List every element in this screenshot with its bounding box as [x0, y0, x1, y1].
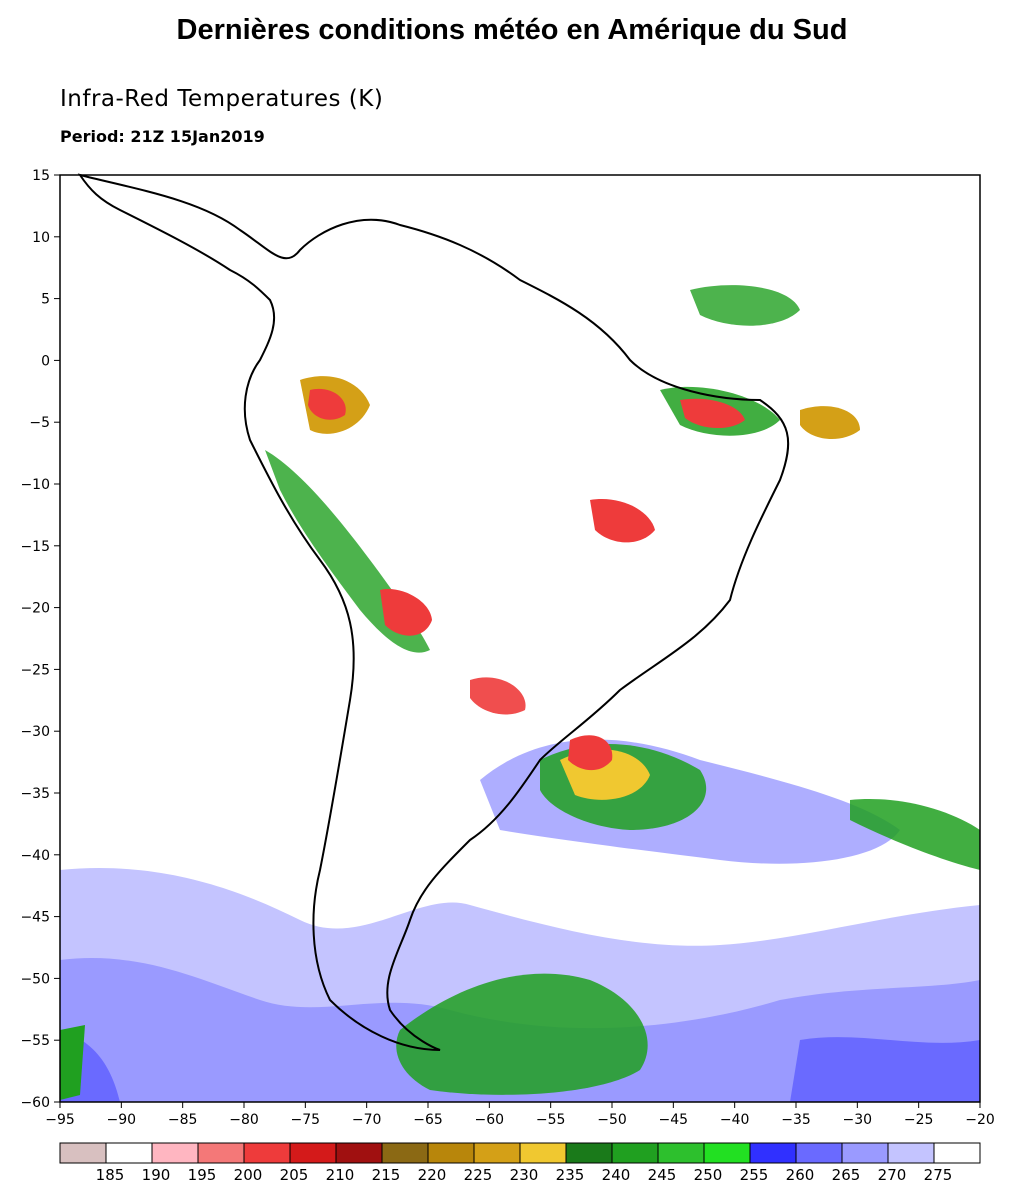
lon-tick-label: −65: [413, 1112, 443, 1128]
southern-storm-band-2: [60, 1025, 85, 1100]
lat-tick-label: −25: [20, 662, 50, 678]
legend-swatch: [59, 1142, 107, 1164]
map-subtitle: Infra-Red Temperatures (K): [60, 86, 384, 112]
legend-swatch: [381, 1142, 429, 1164]
legend-label: 190: [142, 1166, 171, 1184]
legend-label: 235: [556, 1166, 585, 1184]
lon-tick-label: −55: [536, 1112, 566, 1128]
legend-label: 210: [326, 1166, 355, 1184]
lat-tick-label: −35: [20, 786, 50, 802]
page-title: Dernières conditions météo en Amérique d…: [176, 14, 848, 46]
legend-swatch: [887, 1142, 935, 1164]
legend-label: 270: [878, 1166, 907, 1184]
lon-tick-label: −80: [229, 1112, 259, 1128]
legend-label: 200: [234, 1166, 263, 1184]
legend-swatch: [197, 1142, 245, 1164]
lon-tick-label: −45: [659, 1112, 689, 1128]
legend-swatch: [473, 1142, 521, 1164]
lat-tick-label: −20: [20, 601, 50, 617]
legend-label: 220: [418, 1166, 447, 1184]
legend-label: 225: [464, 1166, 493, 1184]
atlantic-itcz-band-2: [800, 406, 860, 440]
satellite-imagery: [60, 175, 980, 1102]
lat-tick-label: −10: [20, 477, 50, 493]
legend-label: 215: [372, 1166, 401, 1184]
legend-swatch: [795, 1142, 843, 1164]
legend-swatch: [151, 1142, 199, 1164]
legend-swatch: [335, 1142, 383, 1164]
subtropical-red-core: [568, 735, 613, 771]
lat-tick-label: 0: [41, 353, 50, 369]
legend-swatch: [657, 1142, 705, 1164]
legend-swatch: [565, 1142, 613, 1164]
legend-label: 255: [740, 1166, 769, 1184]
legend-label: 250: [694, 1166, 723, 1184]
east-atlantic-green: [850, 799, 980, 870]
lat-tick-label: −50: [20, 971, 50, 987]
legend-swatch: [289, 1142, 337, 1164]
legend-label: 230: [510, 1166, 539, 1184]
lat-tick-label: −5: [29, 415, 50, 431]
lon-tick-label: −75: [291, 1112, 321, 1128]
legend-swatch: [611, 1142, 659, 1164]
legend-swatch: [105, 1142, 153, 1164]
atlantic-itcz-band: [690, 285, 800, 326]
lat-tick-label: 15: [32, 168, 50, 184]
amazon-red-cells: [308, 388, 346, 420]
andes-red-cells: [380, 589, 432, 636]
southern-storm-band: [396, 973, 648, 1095]
legend-label: 260: [786, 1166, 815, 1184]
lon-tick-label: −85: [168, 1112, 198, 1128]
lon-tick-label: −90: [107, 1112, 137, 1128]
lon-tick-label: −95: [45, 1112, 75, 1128]
paraguay-convection: [470, 677, 526, 715]
lat-tick-label: −15: [20, 539, 50, 555]
lon-tick-label: −40: [720, 1112, 750, 1128]
lon-tick-label: −35: [781, 1112, 811, 1128]
lon-tick-label: −50: [597, 1112, 627, 1128]
legend-label: 185: [96, 1166, 125, 1184]
northeast-red-cells: [680, 398, 745, 429]
lon-tick-label: −30: [843, 1112, 873, 1128]
south-america-coastline: [77, 173, 790, 1051]
legend-swatch: [749, 1142, 797, 1164]
lat-tick-label: −45: [20, 910, 50, 926]
map-frame: [59, 174, 981, 1103]
lon-tick-label: −20: [965, 1112, 995, 1128]
legend-label: 205: [280, 1166, 309, 1184]
lon-tick-label: −25: [904, 1112, 934, 1128]
legend-swatch: [243, 1142, 291, 1164]
lon-tick-label: −70: [352, 1112, 382, 1128]
color-legend: 185 190 195 200 205 210 215 220 225 230 235 240 245 2…: [59, 1142, 981, 1184]
legend-label: 275: [924, 1166, 953, 1184]
southern-cloud-band-blue: [60, 1030, 980, 1102]
lat-tick-label: −30: [20, 724, 50, 740]
legend-label: 195: [188, 1166, 217, 1184]
legend-swatch: [519, 1142, 567, 1164]
legend-swatch: [427, 1142, 475, 1164]
period-label: Period: 21Z 15Jan2019: [60, 127, 265, 146]
lat-tick-label: −40: [20, 848, 50, 864]
map-axes: −95 −90 −85 −80 −75 −70 −65 −60 −55 −50 −45 −40 −35−…: [20, 168, 994, 1128]
lat-tick-label: −55: [20, 1033, 50, 1049]
legend-swatch: [933, 1142, 981, 1164]
legend-label: 265: [832, 1166, 861, 1184]
lat-tick-label: 10: [32, 230, 50, 246]
central-brazil-convection: [590, 499, 655, 543]
lat-tick-label: 5: [41, 292, 50, 308]
legend-swatch: [841, 1142, 889, 1164]
lat-tick-label: −60: [20, 1095, 50, 1111]
lon-tick-label: −60: [475, 1112, 505, 1128]
legend-label: 240: [602, 1166, 631, 1184]
legend-label: 245: [648, 1166, 677, 1184]
legend-swatch: [703, 1142, 751, 1164]
